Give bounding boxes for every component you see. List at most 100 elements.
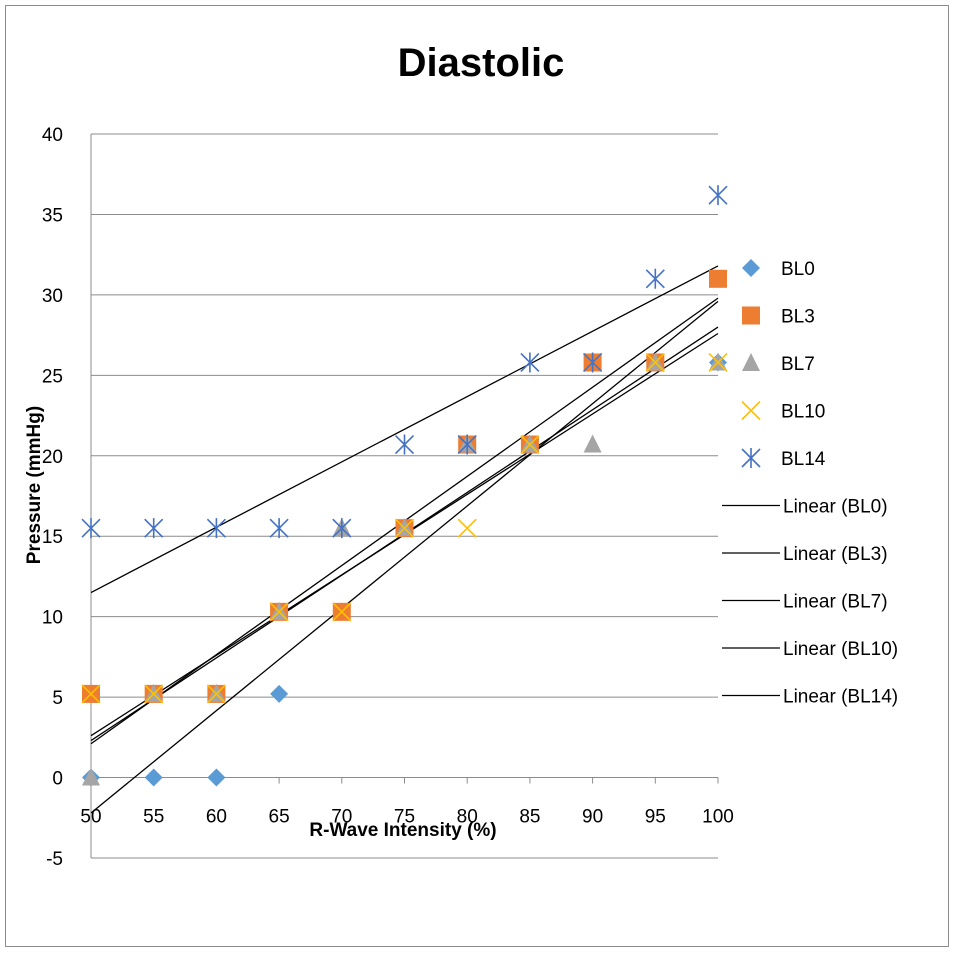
y-tick-label-1: 0 [52,769,63,790]
point-bl10-0-shape [81,684,101,704]
legend-marker-bl7 [742,353,760,371]
y-tick-label-5: 20 [42,447,63,468]
y-tick-label-9: 40 [42,125,63,146]
point-bl14-5-shape [394,434,415,455]
point-bl14-10-shape [708,185,728,206]
legend-label-bl0: BL0 [781,259,815,280]
point-bl7-0-shape [82,767,100,786]
point-bl14-7 [520,352,540,373]
gridlines [91,133,718,859]
legend-marker-bl7-shape [742,353,760,371]
legend-marker-bl14 [741,448,761,468]
x-tick-label-3: 65 [269,807,290,828]
point-bl10-1 [144,684,164,704]
point-bl10-0 [81,684,101,704]
legend-marker-bl10 [741,400,761,421]
legend-label-trend-1: Linear (BL3) [783,544,888,565]
x-tick-label-6: 80 [457,807,478,828]
point-bl14-9 [645,268,665,289]
point-bl14-3-shape [269,518,289,539]
legend: BL0 BL3 BL7 BL10 BL14 Linear (BL0) Linear (BL3… [722,259,898,708]
point-bl14-5 [394,434,415,455]
legend-label-bl7: BL7 [781,354,815,375]
x-axis-title: R-Wave Intensity (%) [309,820,496,841]
point-bl14-6 [457,434,477,455]
x-tick-label-8: 90 [582,807,603,828]
legend-marker-bl0 [742,259,760,277]
x-tick-label-10: 100 [702,807,734,828]
chart-title: Diastolic [398,41,565,85]
point-bl14-1 [144,518,164,539]
y-tick-label-6: 25 [42,366,63,387]
point-bl0-1 [144,768,163,787]
trendlines [90,265,719,814]
point-bl10-5 [394,518,415,538]
point-bl10-4-shape [332,602,352,622]
point-bl14-10 [708,185,728,206]
point-bl10-7 [520,434,540,455]
point-bl10-3 [269,602,289,622]
point-bl14-4 [332,518,352,539]
legend-marker-bl3 [742,306,760,325]
point-bl0-2 [207,768,226,787]
point-bl10-6 [457,518,477,538]
point-bl3-10-shape [709,269,727,288]
point-bl10-10 [708,352,728,373]
point-bl0-3 [270,684,289,703]
legend-marker-bl3-shape [742,306,760,325]
point-bl7-8-shape [583,434,602,453]
legend-marker-bl10-shape [741,400,761,421]
point-bl10-10-shape [708,352,728,373]
x-tick-label-2: 60 [206,807,227,828]
point-bl10-3-shape [269,602,289,622]
point-bl14-3 [269,518,289,539]
legend-label-trend-3: Linear (BL10) [783,639,898,660]
point-bl0-2-shape [207,768,226,787]
legend-marker-bl14-shape [741,448,761,468]
point-bl14-2 [206,518,226,539]
point-bl10-2-shape [206,684,226,704]
y-axis-title: Pressure (mmHg) [24,406,45,564]
point-bl14-8 [583,352,603,373]
tick-labels: -5 0 5 10 15 20 25 30 35 40 50 55 60 65 70 75 80 85 90 95 10… [42,125,734,870]
point-bl14-1-shape [144,518,164,539]
point-bl10-2 [206,684,226,704]
chart-frame [5,5,949,947]
point-bl7-0 [82,767,100,786]
x-tick-label-5: 75 [394,807,415,828]
point-bl14-4-shape [332,518,352,539]
x-tick-label-7: 85 [519,807,540,828]
legend-label-trend-4: Linear (BL14) [783,687,898,708]
point-bl14-0-shape [81,518,101,539]
legend-label-bl14: BL14 [781,449,826,470]
y-tick-label-3: 10 [42,608,63,629]
trendline-4 [90,265,719,594]
point-bl10-7-shape [520,434,540,455]
y-tick-label-8: 35 [42,205,63,226]
legend-label-trend-0: Linear (BL0) [783,497,888,518]
point-bl10-4 [332,602,352,622]
x-tick-label-0: 50 [80,807,101,828]
legend-label-trend-2: Linear (BL7) [783,592,888,613]
legend-marker-bl0-shape [742,259,760,277]
point-bl7-8 [583,434,602,453]
point-bl3-10 [709,269,727,288]
axes [90,134,719,858]
y-tick-label-2: 5 [52,688,63,709]
point-bl10-5-shape [394,518,415,538]
point-bl0-1-shape [144,768,163,787]
y-tick-label-0: -5 [46,849,63,870]
y-tick-label-4: 15 [42,527,63,548]
y-tick-label-7: 30 [42,286,63,307]
point-bl14-6-shape [457,434,477,455]
point-bl14-9-shape [645,268,665,289]
point-bl14-2-shape [206,518,226,539]
point-bl0-3-shape [270,684,289,703]
point-bl14-7-shape [520,352,540,373]
point-bl10-9-shape [645,352,665,373]
x-tick-label-1: 55 [143,807,164,828]
point-bl10-9 [645,352,665,373]
data-points [81,185,728,787]
point-bl10-6-shape [457,518,477,538]
